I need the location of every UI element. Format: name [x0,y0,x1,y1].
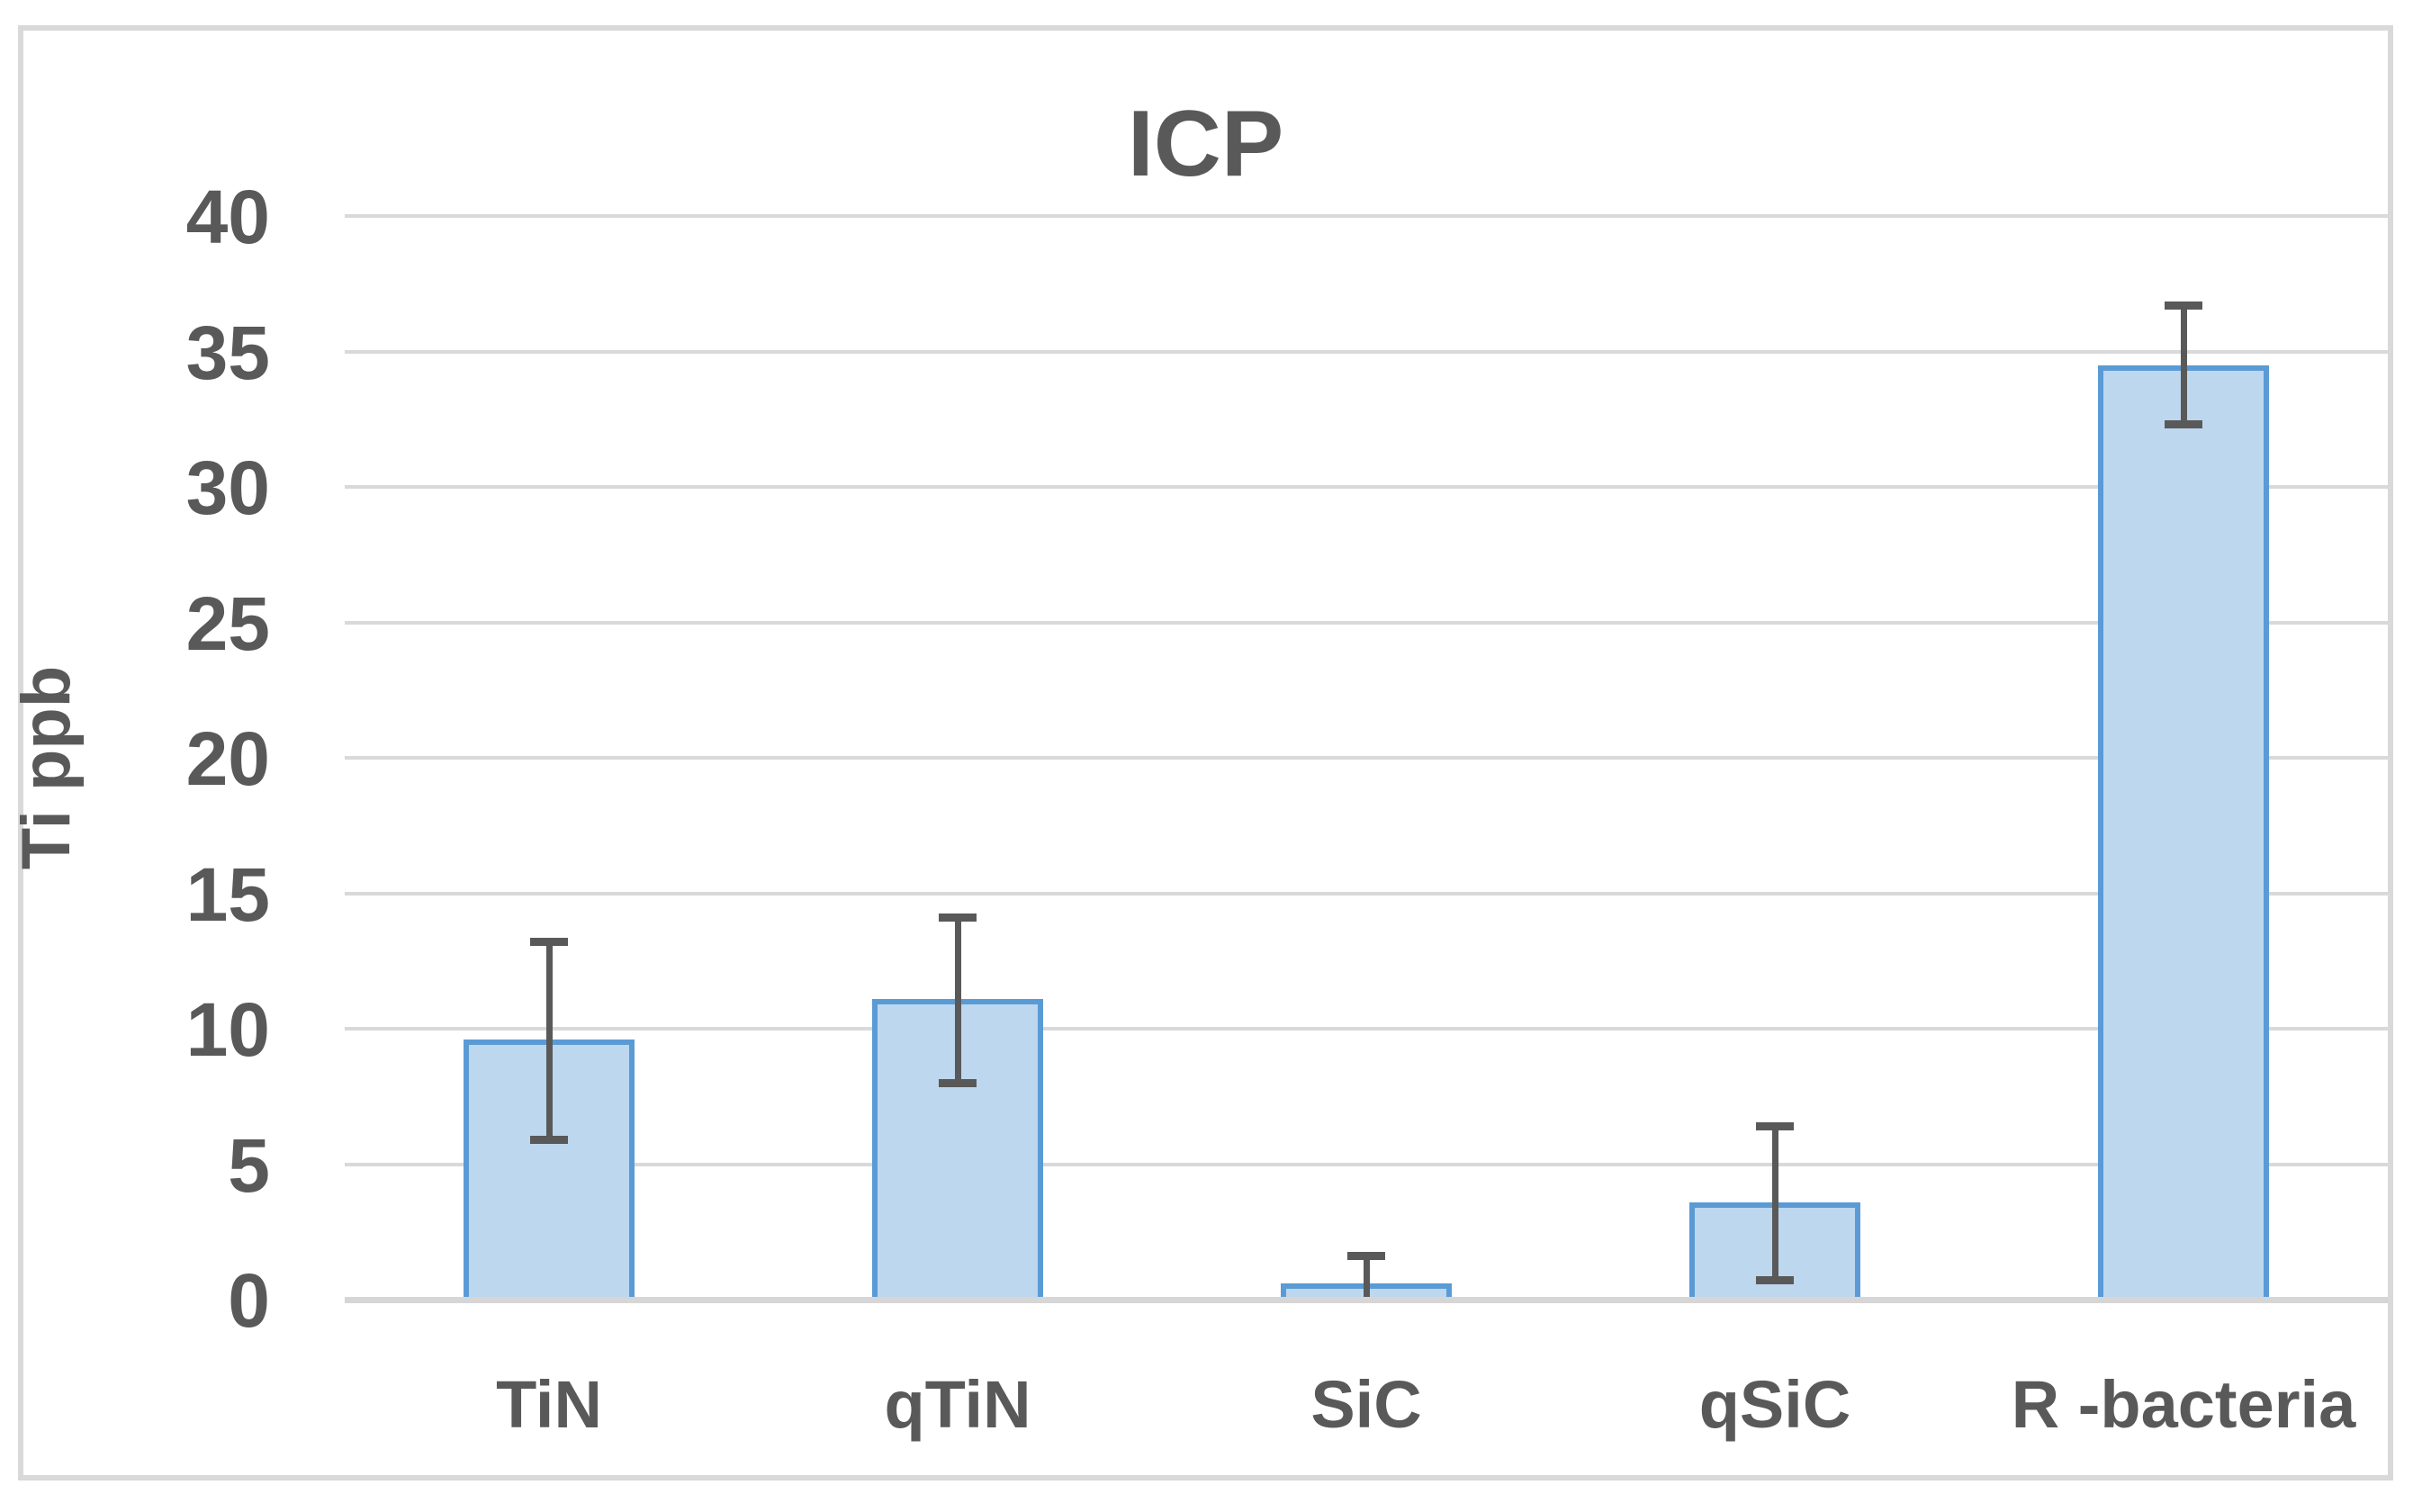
gridline-20 [345,756,2388,760]
gridline-15 [345,891,2388,896]
error-bar-line [2180,305,2187,425]
y-tick-label: 40 [185,175,270,259]
error-bar-cap-bottom [1756,1276,1794,1285]
y-tick-label: 10 [185,987,270,1072]
gridline-10 [345,1027,2388,1030]
chart-border-frame [18,25,2393,1480]
x-axis-line [345,1297,2388,1303]
error-bar-cap-bottom [2165,420,2202,429]
x-category-label: qSiC [1698,1367,1851,1442]
y-tick-label: 0 [228,1258,270,1343]
chart-title: ICP [1127,92,1284,196]
gridline-35 [345,349,2388,354]
bar-R-bacteria [2098,364,2269,1302]
y-tick-label: 15 [185,851,270,937]
error-bar-cap-top [530,938,568,947]
error-bar-line [545,941,553,1140]
y-tick-label: 30 [185,446,270,530]
gridline-25 [345,620,2388,625]
error-bar-line [1771,1126,1778,1281]
error-bar-line [954,917,961,1084]
gridline-5 [345,1162,2388,1166]
y-tick-label: 20 [185,716,270,801]
x-category-label: TiN [496,1367,602,1442]
gridline-30 [345,485,2388,489]
x-category-label: SiC [1310,1367,1422,1442]
error-bar-cap-bottom [530,1135,568,1144]
error-bar-line [1363,1256,1370,1300]
error-bar-cap-top [939,914,977,922]
x-category-label: qTiN [884,1367,1031,1442]
x-category-label: R -bacteria [2011,1367,2356,1442]
error-bar-cap-top [2165,301,2202,310]
gridline-40 [345,214,2388,218]
error-bar-cap-bottom [939,1078,977,1087]
error-bar-cap-top [1347,1252,1385,1261]
y-tick-label: 25 [185,580,270,666]
error-bar-cap-top [1756,1121,1794,1130]
y-tick-label: 5 [228,1122,270,1208]
y-tick-label: 35 [185,310,270,395]
